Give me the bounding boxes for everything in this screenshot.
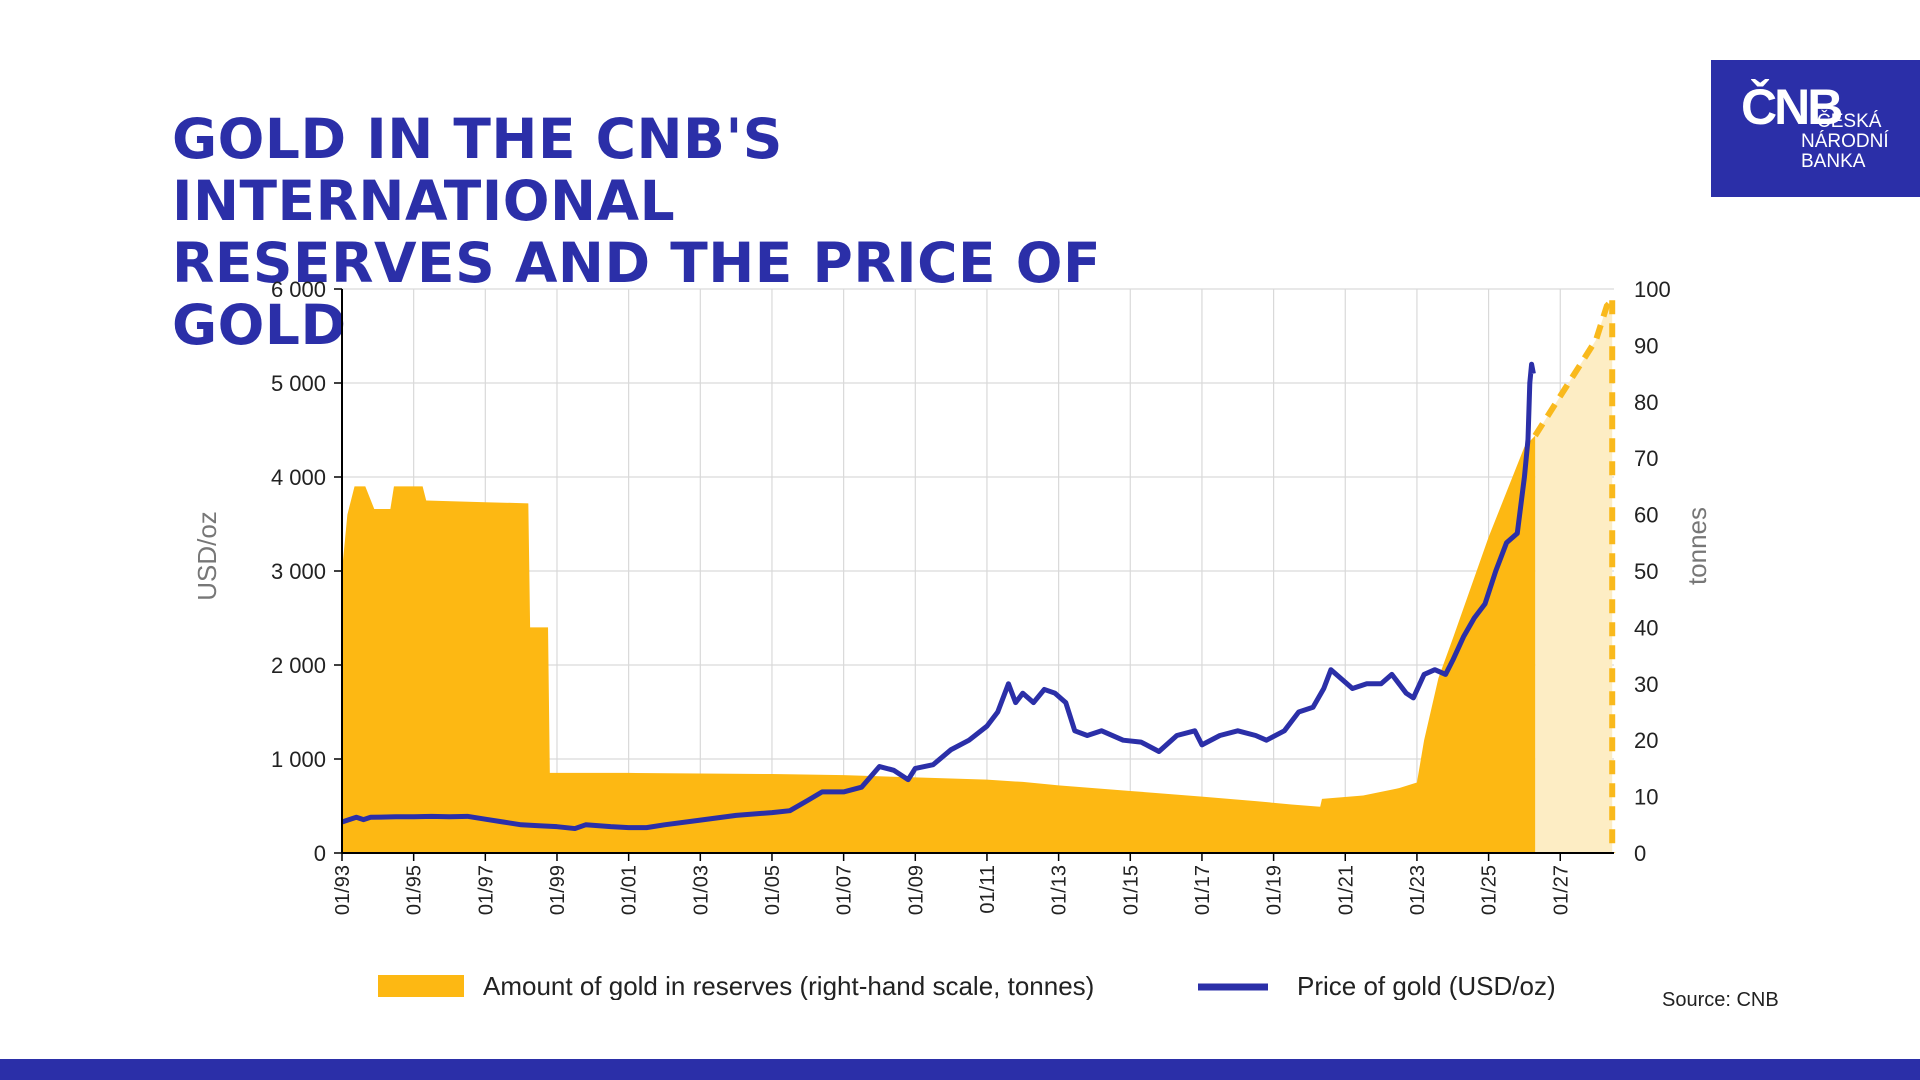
x-tick-label: 01/95	[404, 865, 426, 915]
y-left-tick-label: 4 000	[271, 465, 326, 490]
x-tick-label: 01/11	[977, 865, 999, 914]
cnb-logo: ČNB ČESKÁ NÁRODNÍ BANKA	[1711, 60, 1920, 197]
logo-name-line-2: NÁRODNÍ	[1801, 131, 1889, 152]
legend-label-gold-reserves: Amount of gold in reserves (right-hand s…	[483, 971, 1094, 1000]
y-left-tick-label: 3 000	[271, 559, 326, 584]
source-note: Source: CNB	[1662, 989, 1779, 1011]
title-line-2: RESERVES AND THE PRICE OF GOLD	[172, 231, 1102, 357]
x-tick-label: 01/05	[762, 865, 784, 915]
legend-marker-gold-reserves	[378, 975, 464, 997]
y-axis-right-title: tonnes	[1682, 507, 1712, 585]
x-tick-label: 01/21	[1335, 865, 1357, 915]
logo-name-line-1: ČESKÁ	[1817, 111, 1882, 132]
y-right-tick-label: 100	[1634, 277, 1671, 302]
x-tick-label: 01/03	[690, 865, 712, 915]
logo-mark: ČNB	[1741, 79, 1843, 135]
x-tick-label: 01/15	[1120, 865, 1142, 915]
y-right-tick-label: 90	[1634, 333, 1658, 358]
x-tick-label: 01/01	[619, 865, 641, 915]
x-tick-label: 01/07	[834, 865, 856, 915]
gold-chart: 0 1 000 2 000 3 000 4 000 5 000 6 000 0 10 20 30 40…	[192, 277, 1712, 1000]
y-left-tick-label: 6 000	[271, 277, 326, 302]
y-left-tick-label: 1 000	[271, 747, 326, 772]
y-right-tick-label: 0	[1634, 841, 1646, 866]
y-right-tick-label: 10	[1634, 785, 1658, 810]
series-forecast-area	[1535, 300, 1613, 853]
x-tick-label: 01/99	[547, 865, 569, 915]
logo-name-line-3: BANKA	[1801, 151, 1866, 172]
series-gold-reserves-area	[342, 435, 1536, 853]
x-tick-label: 01/25	[1479, 865, 1501, 915]
y-left-tick-label: 0	[314, 841, 326, 866]
x-tick-label: 01/97	[475, 865, 497, 915]
y-right-tick-label: 20	[1634, 728, 1658, 753]
x-tick-label: 01/19	[1264, 865, 1286, 915]
x-tick-label: 01/27	[1550, 865, 1572, 915]
y-right-tick-label: 50	[1634, 559, 1658, 584]
y-left-tick-label: 2 000	[271, 653, 326, 678]
logo-name: ČESKÁ NÁRODNÍ BANKA	[1801, 111, 1889, 172]
series-gold-price-line	[341, 361, 1536, 832]
x-tick-label: 01/13	[1049, 865, 1071, 915]
y-right-tick-label: 70	[1634, 446, 1658, 471]
series-forecast-line	[1532, 298, 1615, 438]
page-title: GOLD IN THE CNB'S INTERNATIONAL RESERVES…	[172, 108, 1272, 356]
y-right-tick-label: 80	[1634, 390, 1658, 415]
x-tick-label: 01/09	[905, 865, 927, 915]
y-axis-left-title: USD/oz	[192, 511, 222, 601]
bottom-bar	[0, 1059, 1920, 1080]
x-tick-label: 01/93	[332, 865, 354, 915]
x-tick-label: 01/17	[1192, 865, 1214, 915]
legend-label-gold-price: Price of gold (USD/oz)	[1297, 971, 1556, 1000]
y-right-tick-label: 40	[1634, 615, 1658, 640]
y-left-tick-label: 5 000	[271, 371, 326, 396]
y-right-tick-label: 30	[1634, 672, 1658, 697]
x-tick-label: 01/23	[1407, 865, 1429, 915]
title-line-1: GOLD IN THE CNB'S INTERNATIONAL	[172, 107, 783, 233]
y-right-tick-label: 60	[1634, 503, 1658, 528]
